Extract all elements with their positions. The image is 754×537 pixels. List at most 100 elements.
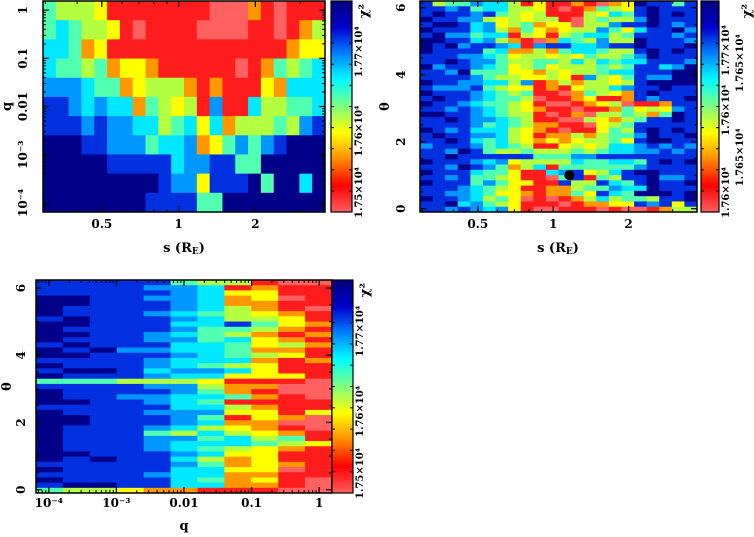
heatmap-cell (571, 206, 585, 213)
x-tick-label: 1 (549, 217, 557, 231)
heatmap-cell (571, 11, 585, 18)
heatmap-cell (684, 101, 698, 107)
heatmap-cell (596, 196, 610, 202)
heatmap-cell (89, 467, 118, 473)
heatmap-cell (495, 64, 509, 70)
heatmap-cell (420, 132, 433, 139)
heatmap-cell (596, 11, 610, 18)
heatmap-cell (116, 311, 145, 317)
heatmap-cell (634, 16, 648, 23)
heatmap-cell (286, 154, 300, 175)
heatmap-cell (558, 90, 572, 97)
heatmap-cell (143, 347, 171, 354)
heatmap-cell (470, 143, 484, 150)
heatmap-cell (143, 352, 171, 359)
heatmap-cell (659, 185, 673, 192)
heatmap-cell (533, 69, 547, 76)
heatmap-cell (62, 461, 91, 468)
x-tick-label: 10⁻⁴ (35, 496, 63, 510)
heatmap-cell (684, 138, 698, 144)
heatmap-cell (671, 95, 685, 102)
heatmap-cell (520, 122, 534, 129)
heatmap-cell (634, 43, 648, 49)
heatmap-cell (533, 106, 547, 113)
heatmap-cell (482, 22, 496, 28)
heatmap-cell (445, 80, 459, 86)
y-tick-label: 10⁻³ (16, 141, 30, 169)
heatmap-cell (55, 96, 70, 117)
heatmap-cell (671, 164, 685, 171)
heatmap-cell (571, 175, 585, 181)
heatmap-cell (197, 337, 225, 343)
heatmap-cell (224, 321, 252, 328)
heatmap-cell (621, 180, 635, 187)
heatmap-cell (224, 342, 252, 348)
heatmap-cell (36, 404, 64, 411)
heatmap-cell (445, 37, 459, 44)
heatmap-cell (432, 48, 446, 55)
heatmap-cell (445, 127, 459, 134)
heatmap-cell (684, 80, 698, 86)
heatmap-cell (273, 1, 287, 21)
heatmap-cell (222, 1, 236, 21)
heatmap-cell (482, 27, 496, 34)
heatmap-cell (558, 143, 572, 150)
heatmap-cell (81, 154, 95, 175)
heatmap-cell (608, 196, 622, 202)
heatmap-cell (222, 173, 236, 194)
heatmap-cell (621, 11, 635, 18)
heatmap-cell (583, 11, 597, 18)
heatmap-cell (495, 190, 509, 197)
heatmap-cell (224, 420, 252, 426)
heatmap-cell (89, 482, 118, 489)
heatmap-cell (621, 206, 635, 213)
heatmap-cell (457, 6, 471, 12)
heatmap-cell (671, 190, 685, 197)
heatmap-cell (646, 59, 660, 65)
heatmap-cell (583, 159, 597, 165)
heatmap-cell (634, 48, 648, 55)
heatmap-cell (445, 180, 459, 187)
heatmap-cell (608, 127, 622, 134)
heatmap-cell (432, 153, 446, 160)
heatmap-cell (457, 90, 471, 97)
heatmap-cell (583, 138, 597, 144)
heatmap-cell (457, 48, 471, 55)
heatmap-cell (596, 206, 610, 213)
heatmap-cell (432, 64, 446, 70)
heatmap-cell (312, 1, 326, 21)
heatmap-cell (533, 180, 547, 187)
heatmap-cell (571, 95, 585, 102)
heatmap-cell (432, 148, 446, 155)
heatmap-cell (533, 122, 547, 129)
heatmap-cell (158, 1, 172, 21)
heatmap-cell (68, 116, 82, 136)
heatmap-cell (286, 39, 300, 59)
heatmap-cell (558, 117, 572, 123)
heatmap-cell (143, 383, 171, 390)
heatmap-cell (260, 154, 275, 175)
heatmap-cell (145, 58, 159, 79)
heatmap-cell (508, 201, 522, 208)
heatmap-cell (608, 117, 622, 123)
heatmap-cell (273, 96, 287, 117)
heatmap-cell (197, 352, 225, 359)
heatmap-cell (482, 69, 496, 76)
heatmap-cell (299, 20, 313, 40)
heatmap-cell (659, 148, 673, 155)
heatmap-cell (420, 106, 433, 113)
heatmap-cell (482, 111, 496, 118)
heatmap-cell (197, 331, 225, 338)
heatmap-cell (432, 11, 446, 18)
x-tick-label: 10⁻³ (102, 496, 130, 510)
heatmap-cell (107, 192, 121, 213)
heatmap-cell (251, 472, 279, 478)
heatmap-cell (659, 106, 673, 113)
heatmap-cell (482, 206, 496, 213)
heatmap-cell (621, 59, 635, 65)
heatmap-cell (646, 132, 660, 139)
heatmap-cell (520, 59, 534, 65)
heatmap-cell (621, 16, 635, 23)
heatmap-cell (222, 154, 236, 175)
heatmap-cell (671, 196, 685, 202)
